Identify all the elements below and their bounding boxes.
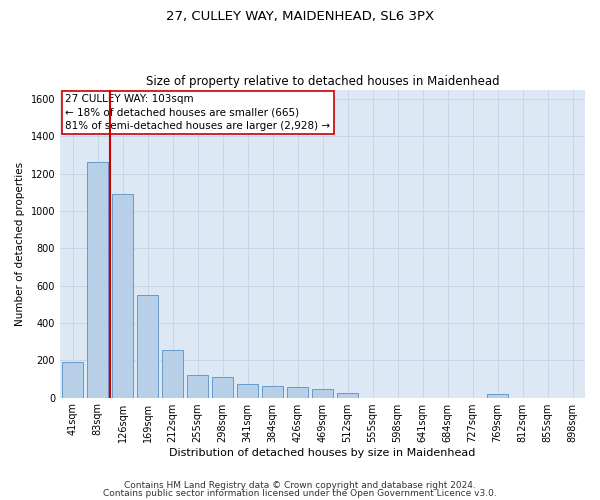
Bar [487, 394, 508, 398]
Bar [87, 162, 108, 398]
Bar [112, 194, 133, 398]
Y-axis label: Number of detached properties: Number of detached properties [15, 162, 25, 326]
Bar [287, 388, 308, 398]
Text: 27, CULLEY WAY, MAIDENHEAD, SL6 3PX: 27, CULLEY WAY, MAIDENHEAD, SL6 3PX [166, 10, 434, 23]
Bar [62, 362, 83, 398]
Title: Size of property relative to detached houses in Maidenhead: Size of property relative to detached ho… [146, 76, 499, 88]
X-axis label: Distribution of detached houses by size in Maidenhead: Distribution of detached houses by size … [169, 448, 476, 458]
Bar [312, 389, 333, 398]
Bar [212, 377, 233, 398]
Bar [162, 350, 183, 398]
Bar [337, 393, 358, 398]
Bar [187, 375, 208, 398]
Bar [237, 384, 258, 398]
Bar [262, 386, 283, 398]
Text: Contains HM Land Registry data © Crown copyright and database right 2024.: Contains HM Land Registry data © Crown c… [124, 481, 476, 490]
Text: Contains public sector information licensed under the Open Government Licence v3: Contains public sector information licen… [103, 488, 497, 498]
Text: 27 CULLEY WAY: 103sqm
← 18% of detached houses are smaller (665)
81% of semi-det: 27 CULLEY WAY: 103sqm ← 18% of detached … [65, 94, 331, 130]
Bar [137, 295, 158, 398]
